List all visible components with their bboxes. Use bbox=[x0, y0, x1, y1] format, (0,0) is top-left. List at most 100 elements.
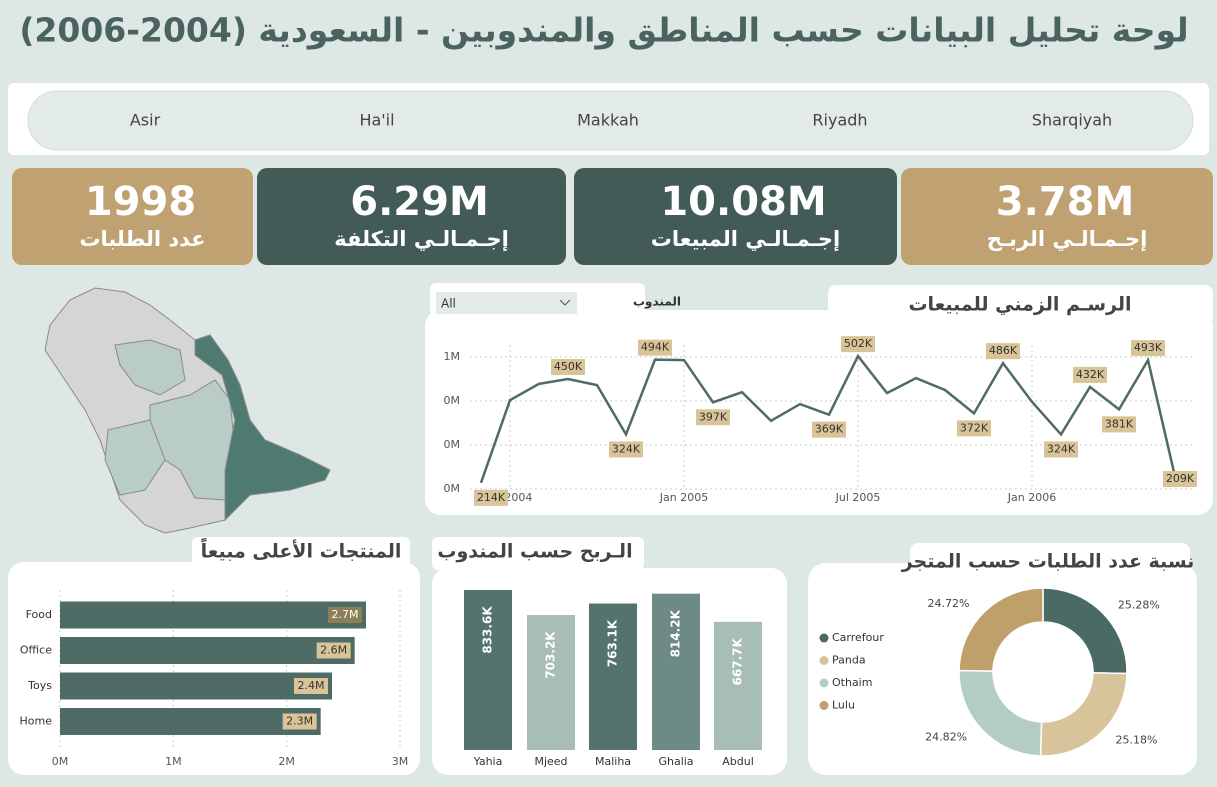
filter-dropdown[interactable] bbox=[436, 292, 577, 314]
y-tick-label: Office bbox=[20, 644, 52, 657]
filter-value[interactable]: All bbox=[441, 297, 456, 311]
data-label: 494K bbox=[641, 341, 670, 354]
legend-swatch bbox=[819, 678, 829, 688]
data-label: 432K bbox=[1076, 368, 1105, 381]
y-tick-label: Home bbox=[20, 715, 53, 728]
region-button[interactable]: Ha'il bbox=[359, 111, 394, 130]
x-tick-label: Maliha bbox=[595, 755, 631, 768]
data-label: 25.18% bbox=[1116, 734, 1158, 747]
data-label: 2.3M bbox=[286, 715, 313, 728]
region-button[interactable]: Asir bbox=[130, 111, 161, 130]
x-tick-label: Ghalia bbox=[658, 755, 693, 768]
x-tick-label: 2M bbox=[278, 755, 295, 768]
map bbox=[44, 287, 331, 534]
data-label-box bbox=[986, 343, 1020, 360]
x-tick-label: Mjeed bbox=[534, 755, 567, 768]
kpi-card bbox=[257, 168, 566, 265]
pie-title-tab bbox=[910, 543, 1190, 578]
kpi-card bbox=[12, 168, 253, 265]
chart-title: نسبة عدد الطلبات حسب المتجر bbox=[901, 551, 1195, 573]
donut-slice bbox=[958, 587, 1044, 672]
bar bbox=[714, 621, 762, 750]
chart-title: الرسـم الزمني للمبيعات bbox=[908, 294, 1131, 316]
data-label: 209K bbox=[1166, 472, 1195, 485]
legend-label[interactable]: Lulu bbox=[832, 699, 855, 712]
kpi-card bbox=[901, 168, 1213, 265]
data-label: 667.7K bbox=[731, 638, 745, 686]
data-label-box bbox=[294, 678, 328, 694]
x-tick-label: Jan 2005 bbox=[659, 491, 708, 504]
data-label-box bbox=[328, 607, 362, 623]
data-label-box bbox=[696, 409, 730, 426]
bar bbox=[60, 601, 366, 629]
kpi-card bbox=[574, 168, 897, 265]
legend-swatch bbox=[819, 633, 829, 643]
kpi-value: 10.08M bbox=[660, 179, 826, 225]
data-label: 372K bbox=[960, 421, 989, 434]
region-button[interactable]: Sharqiyah bbox=[1032, 111, 1112, 130]
x-tick-label: Jan 2006 bbox=[1007, 491, 1056, 504]
data-label: 2.6M bbox=[320, 644, 347, 657]
kpi-value: 6.29M bbox=[350, 179, 489, 225]
line bbox=[479, 353, 1179, 486]
bar bbox=[60, 672, 332, 700]
data-label-box bbox=[551, 359, 585, 375]
y-tick-label: 0M bbox=[444, 438, 461, 451]
data-label-box bbox=[1131, 340, 1165, 357]
data-label-box bbox=[957, 420, 991, 437]
legend-swatch bbox=[819, 701, 829, 710]
kpi-value: 1998 bbox=[85, 179, 196, 225]
region-button[interactable]: Riyadh bbox=[812, 111, 867, 130]
x-tick-label: Abdul bbox=[722, 755, 754, 768]
data-label: 214K bbox=[477, 491, 506, 504]
kpi-label: إجـمـالـي التكلفة bbox=[334, 227, 509, 251]
line-title-tab bbox=[828, 285, 1213, 325]
data-label-box bbox=[609, 441, 643, 458]
map-region bbox=[104, 419, 166, 496]
kpi-label: عدد الطلبات bbox=[79, 227, 205, 251]
data-label-box bbox=[1073, 366, 1107, 383]
legend-label[interactable]: Othaim bbox=[832, 676, 872, 689]
x-tick-label: 0M bbox=[52, 755, 69, 768]
data-label: 24.72% bbox=[927, 597, 969, 610]
kpi-value: 3.78M bbox=[996, 179, 1135, 225]
kpi-label: إجـمـالـي المبيعات bbox=[651, 227, 840, 251]
data-label-box bbox=[841, 336, 875, 353]
hbar-card bbox=[8, 562, 420, 775]
vbar-title-tab bbox=[432, 537, 644, 570]
y-tick-label: 0M bbox=[444, 394, 461, 407]
bar bbox=[652, 593, 700, 750]
line-card bbox=[425, 310, 1213, 515]
map-region-selected bbox=[194, 334, 331, 522]
data-label: 369K bbox=[815, 423, 844, 436]
y-tick-label: 0M bbox=[444, 482, 461, 495]
data-label: 450K bbox=[554, 360, 583, 373]
region-slicer bbox=[27, 90, 1194, 151]
chart-title: الـربح حسب المندوب bbox=[437, 541, 632, 563]
data-label-box bbox=[474, 489, 508, 506]
data-label: 833.6K bbox=[481, 606, 495, 654]
legend-label[interactable]: Panda bbox=[832, 654, 866, 667]
data-label: 324K bbox=[612, 442, 641, 455]
bar bbox=[60, 637, 355, 664]
page-title: لوحة تحليل البيانات حسب المناطق والمندوب… bbox=[19, 11, 1188, 51]
data-label: 397K bbox=[699, 410, 728, 423]
map-region bbox=[114, 339, 186, 396]
data-label: 502K bbox=[844, 337, 873, 350]
data-label-box bbox=[1044, 441, 1078, 458]
data-label: 493K bbox=[1134, 341, 1163, 354]
data-label: 2.7M bbox=[332, 608, 359, 621]
legend-label[interactable]: Carrefour bbox=[832, 631, 884, 644]
bar bbox=[589, 603, 637, 750]
data-label: 24.82% bbox=[925, 731, 967, 744]
data-label: 763.1K bbox=[606, 619, 620, 667]
region-button[interactable]: Makkah bbox=[577, 111, 639, 130]
hbar-title-tab bbox=[192, 537, 410, 567]
data-label-box bbox=[1102, 416, 1136, 433]
data-label: 703.2K bbox=[544, 631, 558, 679]
data-label: 2.4M bbox=[298, 679, 325, 692]
bar bbox=[464, 590, 512, 750]
data-label-box bbox=[316, 642, 351, 659]
legend-swatch bbox=[819, 656, 829, 665]
